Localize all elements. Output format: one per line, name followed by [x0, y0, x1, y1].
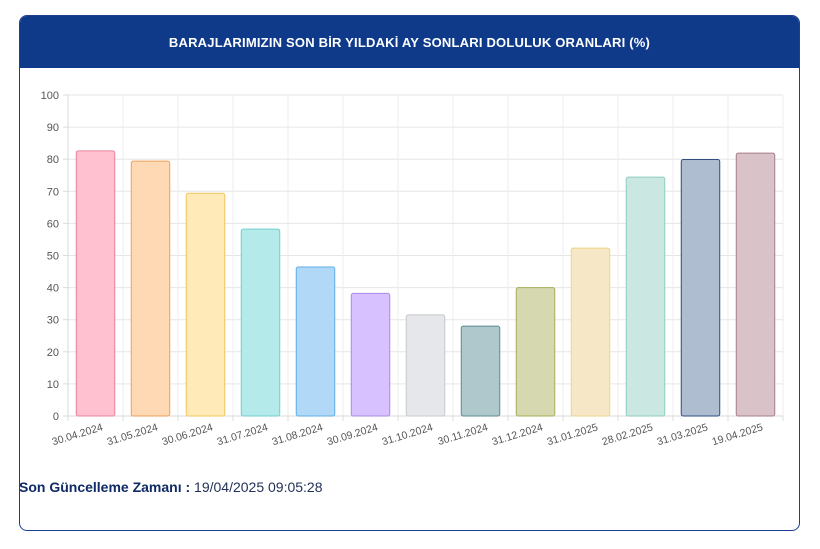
- y-tick-label: 80: [47, 154, 59, 166]
- y-tick-label: 20: [47, 347, 59, 359]
- y-tick-label: 10: [47, 379, 59, 391]
- x-tick-label: 31.03.2025: [656, 421, 710, 448]
- bar-28.02.2025: [625, 176, 666, 417]
- y-tick-label: 100: [41, 90, 59, 102]
- bar-31.10.2024: [405, 314, 446, 417]
- x-tick-label: 31.12.2024: [491, 421, 545, 448]
- bar-31.03.2025: [680, 159, 721, 417]
- y-tick-label: 50: [47, 251, 59, 263]
- x-tick-label: 31.10.2024: [381, 421, 435, 448]
- bar-31.05.2024: [130, 160, 171, 417]
- y-tick-label: 30: [47, 315, 59, 327]
- chart-card: BARAJLARIMIZIN SON BİR YILDAKİ AY SONLAR…: [19, 15, 800, 531]
- x-tick-label: 31.08.2024: [271, 421, 325, 448]
- chart-area: 0 10 20 30 40 50 60 70 80 90 100 30.04.2024 31.05.20…: [20, 68, 799, 468]
- bar-30.11.2024: [460, 325, 501, 417]
- last-update: Son Güncelleme Zamanı : 19/04/2025 09:05…: [19, 479, 323, 495]
- x-tick-label: 31.07.2024: [216, 421, 270, 448]
- x-tick-label: 19.04.2025: [711, 421, 765, 448]
- last-update-value: 19/04/2025 09:05:28: [194, 479, 323, 495]
- bar-31.01.2025: [570, 247, 611, 417]
- bar-30.04.2024: [75, 150, 116, 417]
- x-tick-label: 31.05.2024: [106, 421, 160, 448]
- x-tick-label: 30.06.2024: [161, 421, 215, 448]
- bar-chart: 0 10 20 30 40 50 60 70 80 90 100 30.04.2024 31.05.20…: [41, 90, 784, 448]
- x-tick-label: 30.11.2024: [436, 421, 489, 448]
- bar-30.06.2024: [185, 192, 226, 417]
- y-tick-label: 60: [47, 218, 59, 230]
- y-tick-label: 70: [47, 186, 59, 198]
- bar-31.08.2024: [295, 266, 336, 417]
- chart-title: BARAJLARIMIZIN SON BİR YILDAKİ AY SONLAR…: [20, 16, 799, 68]
- y-tick-label: 90: [47, 122, 59, 134]
- last-update-label: Son Güncelleme Zamanı :: [19, 479, 191, 495]
- x-tick-label: 30.04.2024: [51, 421, 105, 448]
- x-tick-label: 31.01.2025: [546, 421, 600, 448]
- y-tick-label: 0: [53, 411, 59, 423]
- x-tick-label: 28.02.2025: [601, 421, 655, 448]
- bar-19.04.2025: [735, 152, 776, 417]
- y-tick-label: 40: [47, 283, 59, 295]
- bar-31.12.2024: [515, 287, 556, 417]
- x-tick-label: 30.09.2024: [326, 421, 380, 448]
- bar-30.09.2024: [350, 292, 391, 417]
- bar-31.07.2024: [240, 228, 281, 417]
